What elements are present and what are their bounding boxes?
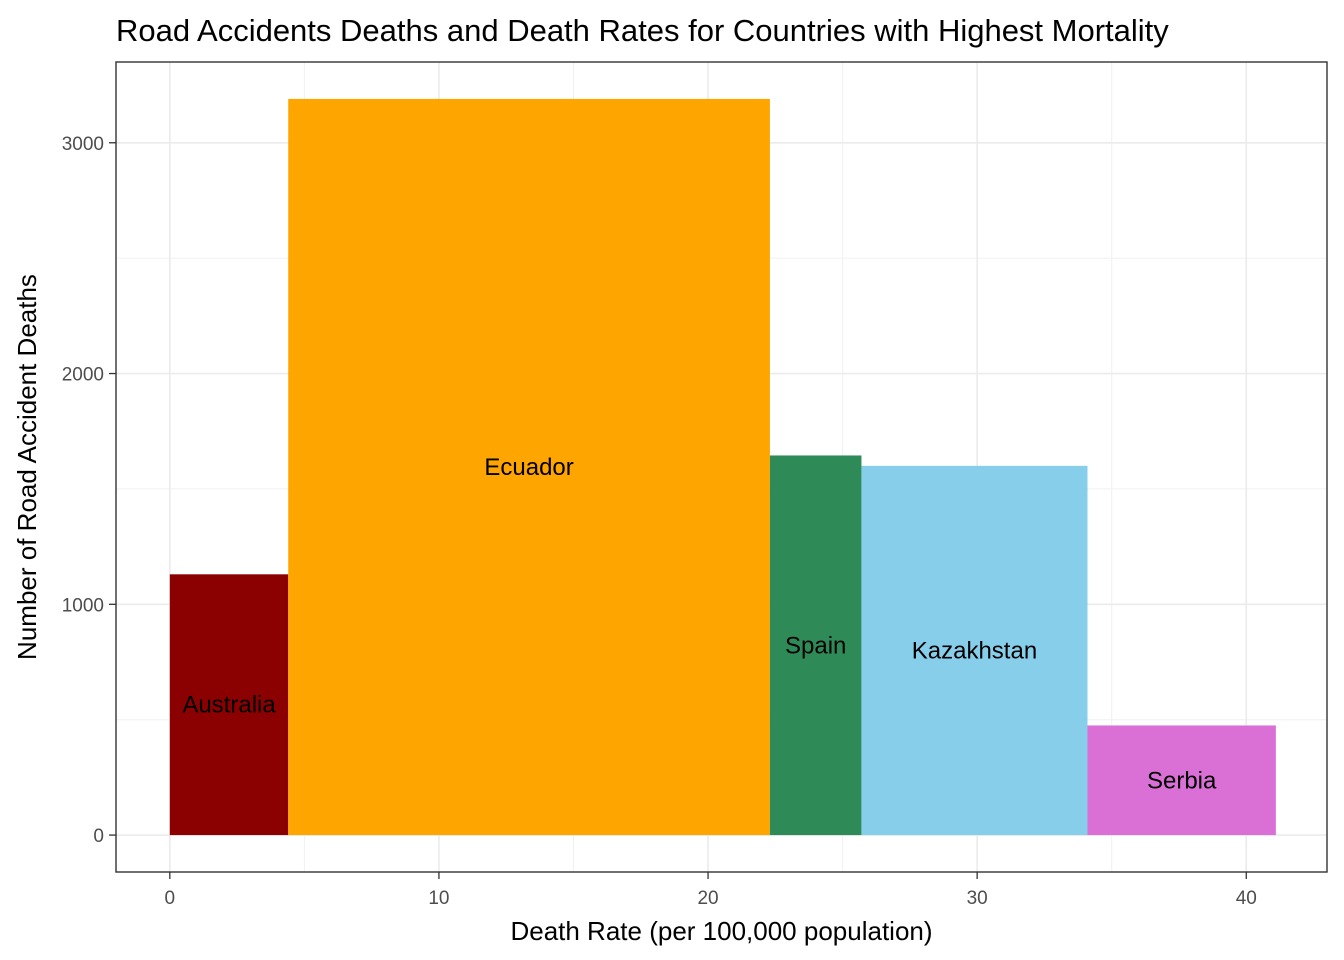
bar-labels: Australia Ecuador Spain Kazakhstan Serbia bbox=[182, 454, 1217, 794]
y-tick-label: 0 bbox=[93, 826, 104, 847]
bar-label-serbia: Serbia bbox=[1147, 767, 1217, 794]
y-axis: 0 1000 2000 3000 bbox=[62, 134, 116, 847]
x-tick-label: 0 bbox=[165, 888, 176, 909]
plot-panel: Australia Ecuador Spain Kazakhstan Serbia bbox=[115, 61, 1328, 873]
bar-label-kazakhstan: Kazakhstan bbox=[912, 637, 1037, 664]
bar-kazakhstan bbox=[861, 465, 1088, 836]
x-tick-label: 10 bbox=[428, 888, 449, 909]
x-tick-label: 30 bbox=[967, 888, 988, 909]
bar-serbia bbox=[1087, 725, 1276, 836]
plot-border bbox=[115, 61, 1328, 873]
bars bbox=[169, 98, 1276, 836]
bar-label-australia: Australia bbox=[182, 692, 276, 719]
x-axis-title: Death Rate (per 100,000 population) bbox=[510, 916, 932, 946]
x-axis: 0 10 20 30 40 bbox=[165, 872, 1257, 909]
bar-australia bbox=[169, 574, 289, 836]
y-axis-title: Number of Road Accident Deaths bbox=[12, 274, 42, 660]
y-tick-label: 3000 bbox=[62, 134, 104, 155]
x-tick-label: 40 bbox=[1236, 888, 1257, 909]
bar-spain bbox=[769, 455, 862, 836]
x-tick-label: 20 bbox=[697, 888, 718, 909]
y-tick-label: 1000 bbox=[62, 595, 104, 616]
chart-title: Road Accidents Deaths and Death Rates fo… bbox=[116, 13, 1169, 48]
bar-label-spain: Spain bbox=[785, 632, 846, 659]
bar-label-ecuador: Ecuador bbox=[484, 454, 573, 481]
bar-ecuador bbox=[288, 98, 770, 836]
y-tick-label: 2000 bbox=[62, 365, 104, 386]
